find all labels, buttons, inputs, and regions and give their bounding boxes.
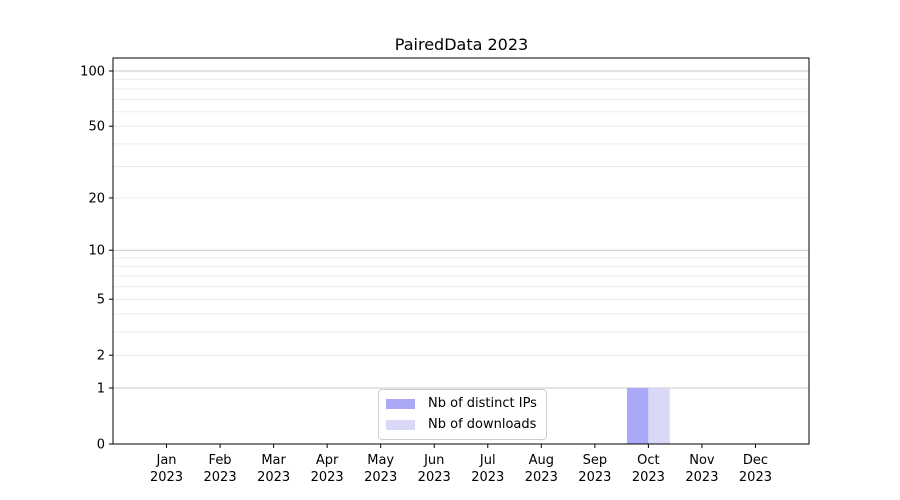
legend-label-downloads: Nb of downloads — [428, 417, 537, 432]
y-axis: 0 1 2 5 10 20 50 100 — [80, 65, 113, 453]
y-tick-label: 0 — [97, 438, 105, 453]
x-tick-label: Oct 2023 — [632, 453, 665, 485]
x-tick-label: Jan 2023 — [150, 453, 183, 485]
x-tick-label: Jun 2023 — [418, 453, 451, 485]
legend-swatch-downloads — [386, 420, 415, 430]
x-tick-label: Sep 2023 — [578, 453, 611, 485]
x-tick-label: Dec 2023 — [739, 453, 772, 485]
x-tick-label: Nov 2023 — [685, 453, 718, 485]
x-tick-label: Feb 2023 — [204, 453, 237, 485]
y-tick-label: 2 — [97, 349, 105, 364]
bar-nb-of-downloads — [648, 387, 670, 444]
x-axis: Jan 2023 Feb 2023 Mar 2023 Apr 2023 May 2023 Jun 20… — [150, 444, 772, 485]
x-tick-label: May 2023 — [364, 453, 397, 485]
y-tick-label: 10 — [88, 244, 105, 259]
bar-nb-of-distinct-ips — [626, 387, 649, 444]
legend-item-distinct-ips: Nb of distinct IPs — [386, 396, 537, 412]
bars — [626, 387, 670, 444]
legend: Nb of distinct IPs Nb of downloads — [378, 389, 547, 440]
plot-border — [112, 57, 810, 445]
x-tick-label: Apr 2023 — [311, 453, 344, 485]
y-tick-label: 100 — [80, 65, 105, 80]
y-gridlines — [113, 70, 809, 389]
x-tick-label: Mar 2023 — [257, 453, 290, 485]
x-tick-label: Aug 2023 — [525, 453, 558, 485]
legend-item-downloads: Nb of downloads — [386, 417, 537, 433]
y-tick-label: 1 — [97, 381, 105, 396]
legend-swatch-distinct-ips — [386, 399, 415, 409]
y-tick-label: 50 — [88, 120, 105, 135]
y-tick-label: 5 — [97, 293, 105, 308]
y-tick-label: 20 — [88, 191, 105, 206]
x-tick-label: Jul 2023 — [471, 453, 504, 485]
chart-title: PairedData 2023 — [394, 35, 529, 54]
legend-label-distinct-ips: Nb of distinct IPs — [428, 396, 537, 411]
